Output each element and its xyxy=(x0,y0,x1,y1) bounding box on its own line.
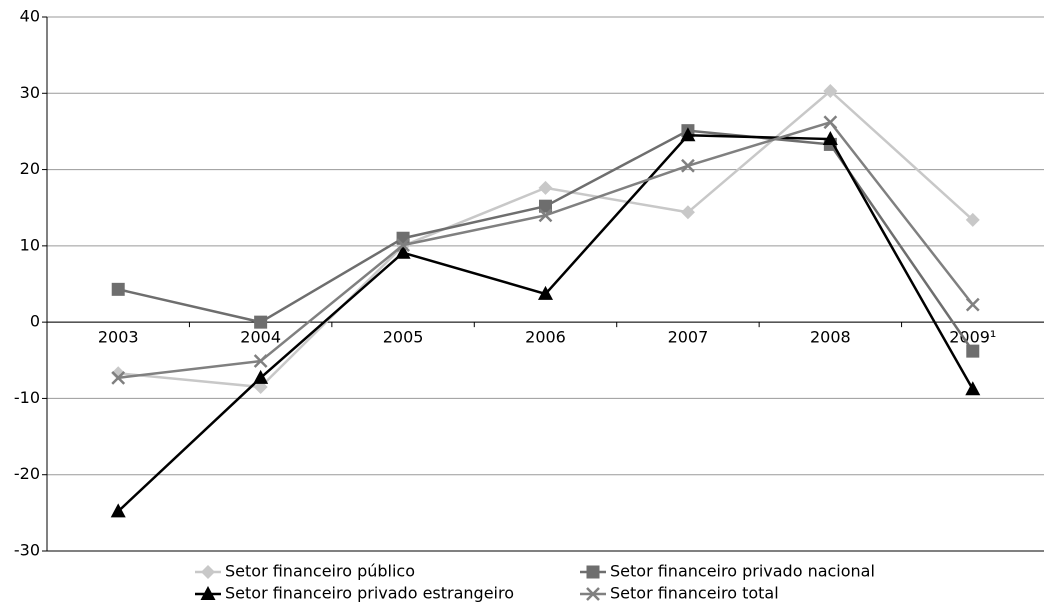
marker xyxy=(254,315,268,329)
marker xyxy=(586,565,600,579)
marker xyxy=(111,282,125,296)
x-tick-label: 2009¹ xyxy=(949,328,996,347)
marker xyxy=(253,354,268,368)
legend-label: Setor financeiro privado nacional xyxy=(610,562,875,581)
y-tick-label: 20 xyxy=(20,159,40,178)
marker xyxy=(539,199,552,213)
x-tick-label: 2008 xyxy=(810,328,851,347)
y-tick-label: 30 xyxy=(20,83,40,102)
y-tick-label: 10 xyxy=(20,235,40,254)
marker xyxy=(538,180,553,195)
x-tick-label: 2003 xyxy=(98,328,139,347)
marker xyxy=(200,586,216,600)
marker xyxy=(110,503,126,518)
marker xyxy=(965,381,981,396)
marker xyxy=(822,131,838,146)
marker xyxy=(823,115,838,130)
y-tick-label: 0 xyxy=(30,312,40,331)
marker xyxy=(396,231,410,245)
marker xyxy=(586,587,600,601)
marker xyxy=(681,158,695,173)
legend-label: Setor financeiro público xyxy=(225,562,415,581)
x-tick-label: 2005 xyxy=(383,328,424,347)
marker xyxy=(538,285,553,300)
x-tick-label: 2007 xyxy=(668,328,709,347)
marker xyxy=(966,344,980,358)
y-tick-label: 40 xyxy=(20,7,40,26)
x-tick-label: 2006 xyxy=(525,328,566,347)
legend-label: Setor financeiro total xyxy=(610,584,779,602)
marker xyxy=(965,297,980,312)
marker xyxy=(823,83,838,98)
x-tick-label: 2004 xyxy=(240,328,281,347)
marker xyxy=(253,369,269,384)
marker xyxy=(111,370,126,385)
y-tick-label: -10 xyxy=(14,388,40,407)
marker xyxy=(680,127,696,142)
marker xyxy=(201,565,215,579)
y-tick-label: -20 xyxy=(14,464,40,483)
marker xyxy=(680,205,695,220)
marker xyxy=(395,244,411,259)
marker xyxy=(965,212,980,227)
y-tick-label: -30 xyxy=(14,541,40,560)
legend-label: Setor financeiro privado estrangeiro xyxy=(225,584,514,602)
marker xyxy=(396,238,410,252)
marker xyxy=(538,208,553,223)
